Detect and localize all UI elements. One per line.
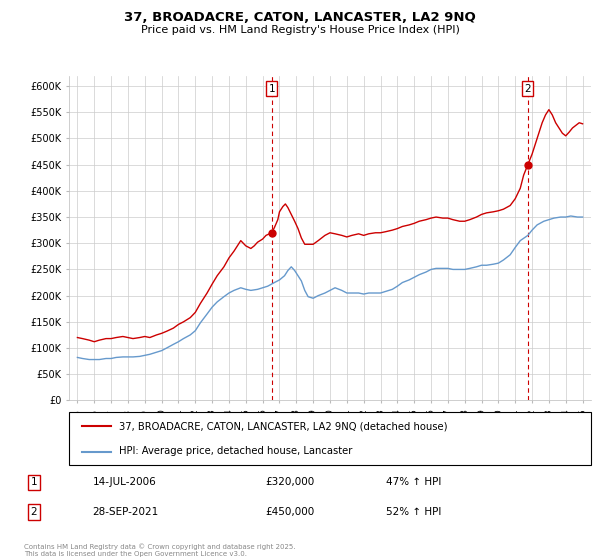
Text: £450,000: £450,000 xyxy=(265,507,314,517)
FancyBboxPatch shape xyxy=(69,412,591,465)
Text: 37, BROADACRE, CATON, LANCASTER, LA2 9NQ (detached house): 37, BROADACRE, CATON, LANCASTER, LA2 9NQ… xyxy=(119,422,447,432)
Text: 47% ↑ HPI: 47% ↑ HPI xyxy=(386,478,442,488)
Text: 28-SEP-2021: 28-SEP-2021 xyxy=(92,507,159,517)
Text: 1: 1 xyxy=(268,84,275,94)
Text: 37, BROADACRE, CATON, LANCASTER, LA2 9NQ: 37, BROADACRE, CATON, LANCASTER, LA2 9NQ xyxy=(124,11,476,24)
Text: 2: 2 xyxy=(31,507,37,517)
Text: 2: 2 xyxy=(524,84,531,94)
Text: HPI: Average price, detached house, Lancaster: HPI: Average price, detached house, Lanc… xyxy=(119,446,352,456)
Text: £320,000: £320,000 xyxy=(265,478,314,488)
Text: 1: 1 xyxy=(31,478,37,488)
Text: 52% ↑ HPI: 52% ↑ HPI xyxy=(386,507,442,517)
Text: 14-JUL-2006: 14-JUL-2006 xyxy=(92,478,157,488)
Text: Price paid vs. HM Land Registry's House Price Index (HPI): Price paid vs. HM Land Registry's House … xyxy=(140,25,460,35)
Text: Contains HM Land Registry data © Crown copyright and database right 2025.
This d: Contains HM Land Registry data © Crown c… xyxy=(24,544,296,557)
